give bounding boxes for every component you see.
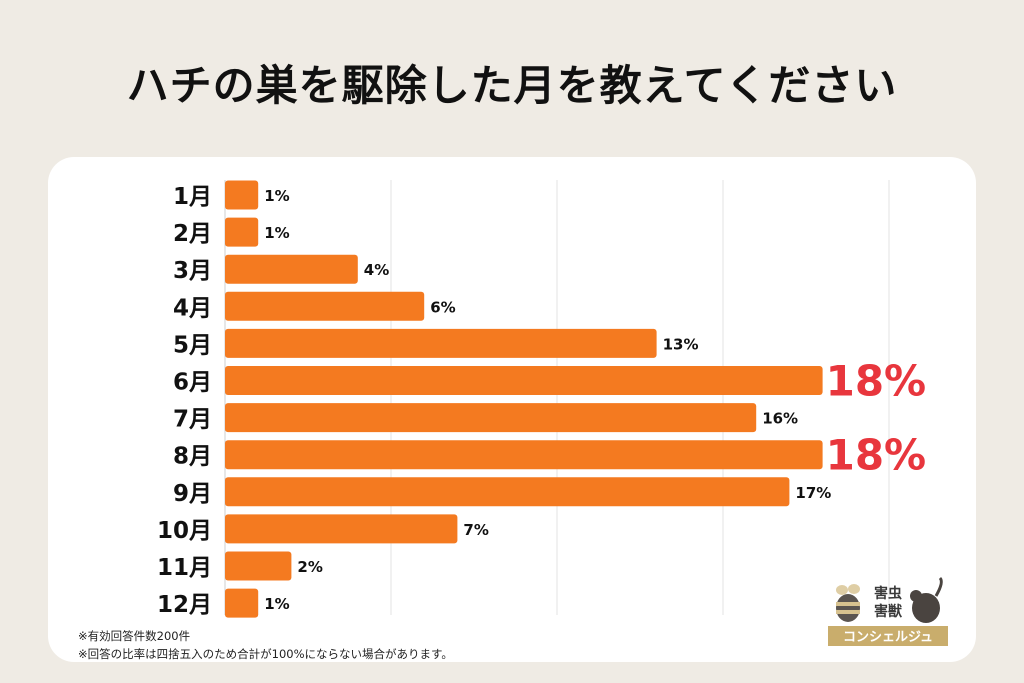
category-label: 6月 bbox=[173, 370, 212, 396]
value-label: 1% bbox=[264, 224, 289, 242]
category-label: 9月 bbox=[173, 481, 212, 507]
value-label: 6% bbox=[430, 298, 455, 316]
logo-line-2: 害獣 bbox=[874, 603, 903, 620]
brand-logo: 害虫 害獣 コンシェルジュ bbox=[828, 576, 948, 646]
value-label: 16% bbox=[762, 410, 798, 428]
category-label: 5月 bbox=[173, 332, 212, 358]
value-label: 17% bbox=[795, 484, 831, 502]
category-label: 10月 bbox=[157, 518, 212, 544]
logo-line-1: 害虫 bbox=[874, 585, 902, 602]
value-label: 4% bbox=[364, 261, 389, 279]
value-label: 1% bbox=[264, 595, 289, 613]
bar bbox=[225, 328, 657, 358]
chart-title: ハチの巣を駆除した月を教えてください bbox=[126, 61, 898, 110]
value-label: 1% bbox=[264, 187, 289, 205]
category-label: 8月 bbox=[173, 444, 212, 470]
bar bbox=[225, 514, 458, 544]
bar bbox=[225, 440, 823, 470]
bar bbox=[225, 366, 823, 395]
bar bbox=[225, 180, 259, 210]
value-label: 7% bbox=[463, 521, 488, 539]
category-label: 11月 bbox=[157, 555, 212, 581]
highlighted-value-label: 18% bbox=[826, 357, 927, 406]
note-response-count: ※有効回答件数200件 bbox=[78, 629, 191, 643]
mouse-icon bbox=[910, 576, 943, 623]
bar bbox=[225, 588, 259, 618]
category-label: 12月 bbox=[157, 592, 212, 618]
bar bbox=[225, 254, 358, 284]
bar bbox=[225, 477, 790, 507]
logo-line-3: コンシェルジュ bbox=[843, 630, 933, 645]
category-label: 2月 bbox=[173, 221, 212, 247]
value-label: 13% bbox=[663, 335, 699, 353]
bar bbox=[225, 291, 425, 321]
category-label: 3月 bbox=[173, 258, 212, 284]
value-label: 2% bbox=[297, 558, 322, 576]
logo-banner bbox=[828, 626, 948, 646]
bar bbox=[225, 217, 259, 247]
category-label: 1月 bbox=[173, 184, 212, 210]
category-label: 7月 bbox=[173, 407, 212, 433]
highlighted-value-label: 18% bbox=[826, 431, 927, 480]
note-rounding: ※回答の比率は四捨五入のため合計が100%にならない場合があります。 bbox=[78, 647, 453, 661]
bee-icon bbox=[836, 584, 860, 622]
category-label: 4月 bbox=[173, 295, 212, 321]
bar bbox=[225, 403, 757, 433]
bar bbox=[225, 551, 292, 581]
